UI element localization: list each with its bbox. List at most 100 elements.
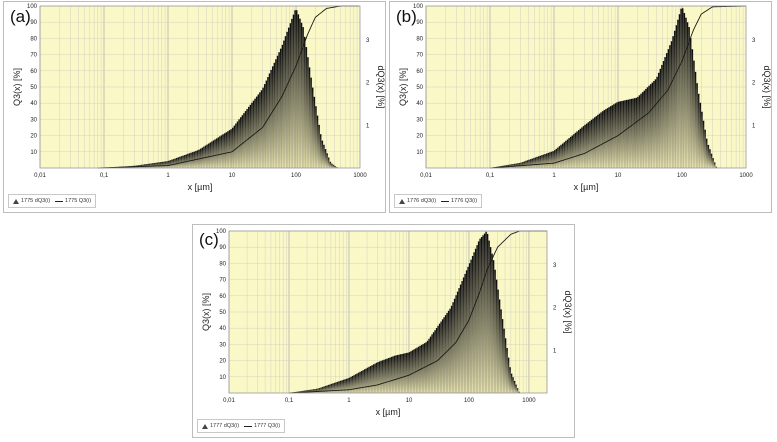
line-icon xyxy=(55,200,64,202)
y-axis-label: Q3(x) [%] xyxy=(398,68,408,106)
density-bar xyxy=(410,351,412,394)
density-bar xyxy=(477,241,480,394)
density-bar xyxy=(206,144,208,169)
density-bar xyxy=(582,126,585,169)
density-bar xyxy=(377,362,379,394)
y-tick-label: 90 xyxy=(30,20,37,26)
density-bar xyxy=(705,138,708,169)
density-bar xyxy=(453,298,456,394)
density-bar xyxy=(311,87,314,169)
y2-tick-label: 3 xyxy=(366,38,370,44)
density-bar xyxy=(323,144,325,169)
density-bar xyxy=(287,27,290,169)
density-bar xyxy=(408,351,411,394)
density-bar xyxy=(236,121,239,169)
density-bar xyxy=(324,385,327,394)
density-bar xyxy=(568,138,570,169)
x-tick-label: 0,01 xyxy=(34,173,46,179)
density-bar xyxy=(510,373,513,394)
density-bar xyxy=(574,132,577,169)
density-bar xyxy=(649,84,652,169)
panel-label-c: (c) xyxy=(199,230,219,249)
density-bar xyxy=(641,92,644,169)
density-bar xyxy=(414,348,417,394)
density-bar xyxy=(595,116,598,169)
density-bar xyxy=(683,12,686,169)
y-tick-label: 100 xyxy=(216,229,227,235)
density-bar xyxy=(369,366,372,394)
density-bar xyxy=(713,162,716,169)
density-bar xyxy=(171,159,173,169)
x-tick-label: 0,1 xyxy=(486,173,495,179)
density-bar xyxy=(707,144,710,169)
density-bar xyxy=(661,64,663,169)
density-bar xyxy=(680,8,682,169)
y-tick-label: 50 xyxy=(219,310,226,316)
density-bar xyxy=(635,97,638,169)
density-bar xyxy=(326,385,328,394)
y-tick-label: 90 xyxy=(219,245,226,251)
density-bar xyxy=(295,10,298,169)
x-tick-label: 0,1 xyxy=(285,398,294,404)
density-bar xyxy=(347,378,349,394)
density-bar xyxy=(177,157,180,169)
density-bar xyxy=(324,149,327,169)
density-bar xyxy=(326,153,328,169)
density-bar xyxy=(247,106,250,169)
density-bar xyxy=(512,377,514,394)
plot-frame xyxy=(39,5,361,169)
y-tick-label: 30 xyxy=(416,117,423,123)
density-bar xyxy=(492,260,495,394)
density-bar xyxy=(423,343,426,394)
density-bar xyxy=(275,59,277,169)
density-bar xyxy=(625,99,628,169)
density-bar xyxy=(659,68,662,169)
density-bar xyxy=(712,158,714,169)
density-bar xyxy=(311,389,313,394)
density-bar xyxy=(608,107,610,169)
density-bars xyxy=(489,8,718,169)
density-bar xyxy=(710,153,713,169)
density-bar xyxy=(292,14,295,169)
density-bar xyxy=(549,152,551,169)
x-tick-label: 1000 xyxy=(353,173,367,179)
density-bar xyxy=(613,104,615,169)
density-bar xyxy=(353,375,355,394)
density-bar xyxy=(281,44,284,169)
density-bar xyxy=(374,363,376,394)
density-bar xyxy=(704,129,706,169)
density-bar xyxy=(665,53,668,169)
density-bar xyxy=(606,108,609,169)
density-bar xyxy=(314,389,316,394)
density-bar xyxy=(341,380,343,394)
density-bar xyxy=(405,352,408,394)
y-tick-label: 10 xyxy=(30,150,37,156)
density-bar xyxy=(653,80,655,169)
density-bar xyxy=(456,291,459,394)
y-tick-label: 30 xyxy=(30,117,37,123)
x-axis-label: x [µm] xyxy=(574,182,599,192)
density-bar xyxy=(303,36,306,169)
density-bar xyxy=(450,305,453,394)
density-bar xyxy=(529,159,532,169)
density-bar xyxy=(204,145,207,169)
legend-label: 1777 Q3(i) xyxy=(254,423,281,429)
density-bar xyxy=(480,236,483,394)
density-bar xyxy=(678,14,681,169)
density-bar xyxy=(316,115,319,169)
density-bar xyxy=(215,138,218,169)
density-bar xyxy=(312,389,315,394)
density-bar xyxy=(363,369,366,394)
density-bar xyxy=(359,371,361,394)
y2-tick-label: 1 xyxy=(553,348,557,354)
y-tick-label: 70 xyxy=(416,53,423,59)
density-bar xyxy=(603,110,606,169)
x-tick-label: 10 xyxy=(229,173,236,179)
density-bar xyxy=(482,235,484,394)
density-bar xyxy=(555,148,558,169)
density-bar xyxy=(446,312,448,394)
density-bar xyxy=(219,136,221,169)
density-bar xyxy=(474,248,477,394)
density-bar xyxy=(321,386,324,394)
density-bar xyxy=(315,388,318,394)
